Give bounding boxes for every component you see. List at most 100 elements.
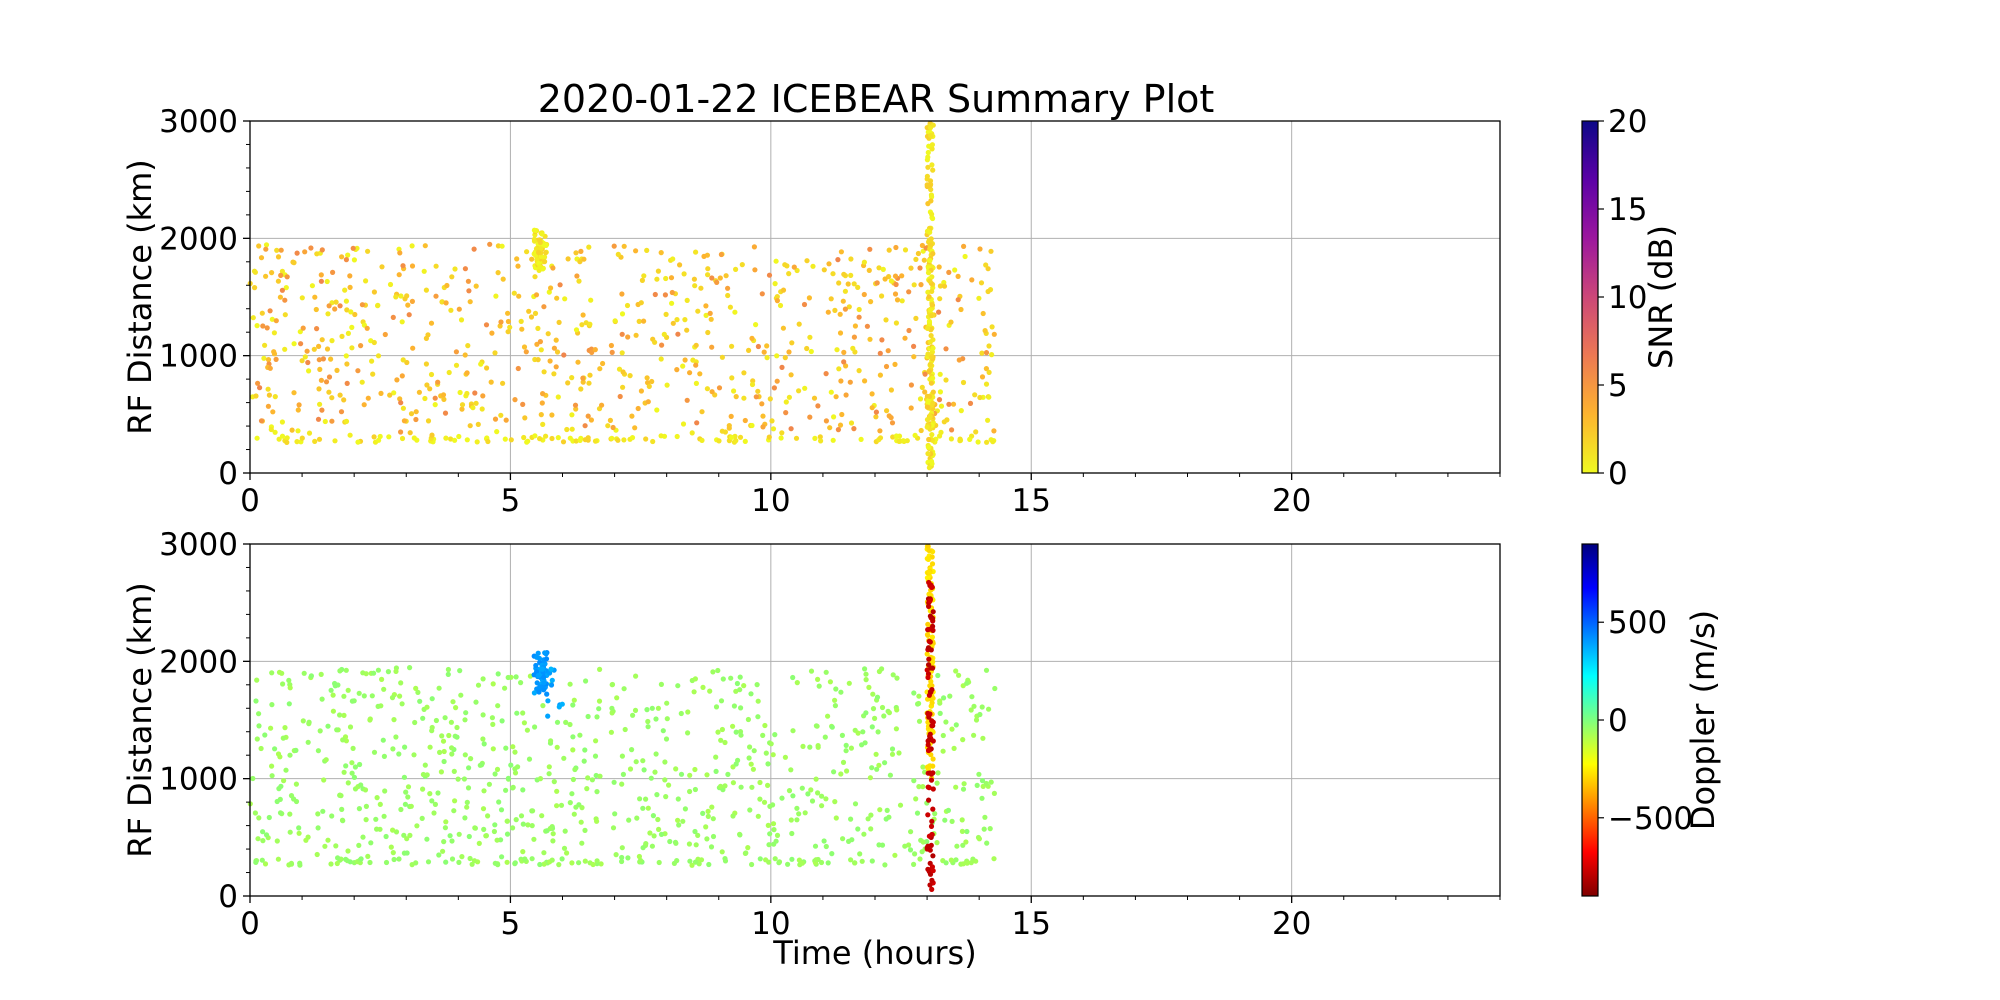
data-point bbox=[741, 683, 747, 689]
data-point bbox=[541, 687, 547, 693]
data-point bbox=[930, 389, 936, 395]
data-point bbox=[399, 701, 405, 707]
data-point bbox=[958, 306, 964, 313]
data-point bbox=[964, 828, 970, 835]
data-point bbox=[892, 361, 898, 367]
data-point bbox=[324, 278, 330, 285]
data-point bbox=[390, 827, 396, 833]
x-tick-label: 10 bbox=[751, 906, 790, 942]
data-point bbox=[468, 756, 474, 762]
data-point bbox=[926, 569, 932, 575]
data-point bbox=[655, 705, 662, 711]
data-point bbox=[984, 840, 990, 846]
data-point bbox=[927, 882, 933, 888]
data-point bbox=[648, 775, 654, 781]
data-point bbox=[759, 291, 765, 297]
data-point bbox=[908, 382, 915, 388]
data-point bbox=[393, 668, 399, 675]
data-point bbox=[826, 261, 832, 267]
data-point bbox=[534, 680, 540, 686]
data-point bbox=[314, 851, 320, 858]
data-point bbox=[615, 251, 621, 257]
data-point bbox=[424, 382, 430, 388]
data-point bbox=[550, 265, 556, 271]
data-point bbox=[713, 704, 720, 710]
data-point bbox=[424, 704, 430, 710]
data-point bbox=[873, 409, 880, 415]
data-point bbox=[924, 651, 930, 657]
data-point bbox=[851, 334, 858, 340]
data-point bbox=[345, 780, 351, 786]
colorbar-tick-label: 15 bbox=[1608, 192, 1647, 228]
data-point bbox=[488, 379, 494, 385]
data-point bbox=[391, 856, 397, 863]
data-point bbox=[640, 758, 646, 764]
data-point bbox=[577, 437, 583, 443]
data-point bbox=[323, 379, 330, 385]
data-point bbox=[819, 803, 825, 809]
data-point bbox=[816, 683, 822, 689]
data-point bbox=[483, 322, 490, 328]
data-point bbox=[565, 380, 571, 386]
data-point bbox=[546, 771, 552, 777]
data-point bbox=[986, 369, 992, 375]
data-point bbox=[875, 729, 881, 735]
data-point bbox=[293, 747, 299, 754]
data-point bbox=[624, 302, 631, 309]
data-point bbox=[663, 275, 669, 282]
data-point bbox=[764, 343, 770, 349]
data-point bbox=[544, 691, 550, 697]
data-point bbox=[762, 722, 768, 729]
data-point bbox=[842, 306, 849, 312]
data-point bbox=[413, 409, 419, 415]
data-point bbox=[457, 389, 463, 396]
data-point bbox=[521, 434, 527, 441]
data-point bbox=[969, 277, 975, 283]
data-point bbox=[471, 858, 478, 864]
data-point bbox=[691, 276, 698, 282]
data-point bbox=[422, 395, 428, 402]
data-point bbox=[848, 272, 854, 278]
data-point bbox=[452, 266, 458, 272]
data-point bbox=[943, 719, 949, 725]
data-point bbox=[360, 834, 366, 840]
data-point bbox=[545, 698, 551, 704]
data-point bbox=[646, 383, 652, 389]
data-point bbox=[779, 430, 785, 436]
data-point bbox=[396, 272, 402, 278]
data-point bbox=[778, 435, 784, 441]
data-point bbox=[825, 713, 831, 719]
data-point bbox=[789, 340, 795, 346]
data-point bbox=[710, 816, 716, 822]
data-point bbox=[343, 298, 349, 304]
data-point bbox=[279, 287, 285, 293]
data-point bbox=[692, 859, 699, 865]
data-point bbox=[465, 343, 471, 349]
data-point bbox=[284, 274, 290, 280]
data-point bbox=[782, 262, 788, 268]
data-point bbox=[596, 706, 602, 712]
data-point bbox=[832, 307, 838, 313]
data-point bbox=[929, 461, 935, 467]
data-point bbox=[846, 680, 852, 686]
data-point bbox=[559, 856, 565, 862]
data-point bbox=[472, 825, 478, 831]
data-point bbox=[411, 752, 417, 758]
data-point bbox=[344, 307, 350, 313]
data-point bbox=[896, 438, 902, 444]
data-point bbox=[533, 292, 540, 298]
data-point bbox=[470, 405, 476, 411]
data-point bbox=[930, 251, 936, 257]
data-point bbox=[704, 836, 710, 842]
data-point bbox=[652, 339, 658, 345]
data-point bbox=[928, 752, 934, 758]
data-point bbox=[745, 845, 751, 851]
data-point bbox=[289, 427, 295, 433]
data-point bbox=[572, 402, 579, 408]
data-point bbox=[341, 769, 347, 775]
data-point bbox=[489, 330, 495, 336]
data-point bbox=[328, 861, 334, 867]
data-point bbox=[294, 250, 300, 256]
data-point bbox=[541, 674, 547, 680]
